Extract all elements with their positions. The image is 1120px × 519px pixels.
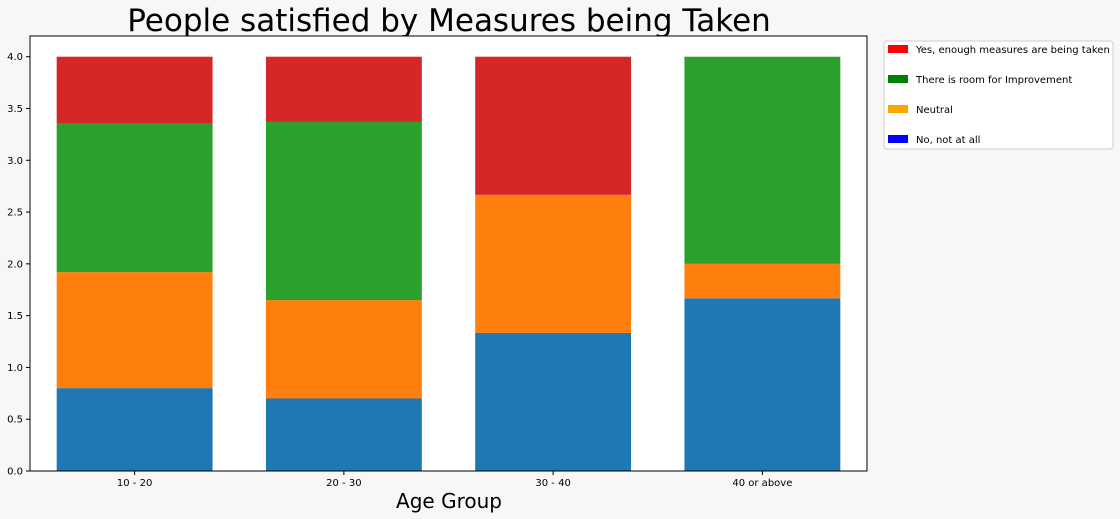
bar-segment-2-1 xyxy=(56,272,213,389)
legend-label: Yes, enough measures are being taken xyxy=(915,45,1110,56)
x-axis-label: Age Group xyxy=(396,489,502,513)
x-tick-label: 40 or above xyxy=(732,478,792,489)
y-tick-label: 3.0 xyxy=(7,156,23,167)
legend-swatch xyxy=(888,105,908,113)
legend-box xyxy=(883,40,1114,150)
x-tick-label: 20 - 30 xyxy=(326,478,361,489)
legend-label: There is room for Improvement xyxy=(915,75,1072,86)
legend-label: Neutral xyxy=(916,105,953,116)
x-tick-label: 30 - 40 xyxy=(535,478,570,489)
plot-frame xyxy=(29,35,868,472)
legend-swatch xyxy=(888,135,908,143)
bar-segment-2-4 xyxy=(684,263,841,299)
y-tick-label: 2.5 xyxy=(7,208,23,219)
y-tick-label: 4.0 xyxy=(7,52,23,63)
y-tick-label: 3.5 xyxy=(7,104,23,115)
bar-segment-3-4 xyxy=(684,56,841,264)
y-tick-label: 1.5 xyxy=(7,311,23,322)
chart-title: People satisfied by Measures being Taken xyxy=(127,3,771,39)
y-tick-label: 0.5 xyxy=(7,415,23,426)
legend-swatch xyxy=(888,75,908,83)
bar-segment-2-3 xyxy=(475,194,632,333)
x-tick-label: 10 - 20 xyxy=(117,478,152,489)
y-tick-label: 1.0 xyxy=(7,363,23,374)
bar-segment-2-2 xyxy=(265,300,422,399)
bar-segment-1-3 xyxy=(475,332,632,471)
legend-swatch xyxy=(888,45,908,53)
bar-segment-4-2 xyxy=(265,56,422,122)
legend: Yes, enough measures are being taken Ther… xyxy=(883,40,1114,150)
bar-segment-4-3 xyxy=(475,56,632,195)
legend-label: No, not at all xyxy=(916,135,980,146)
y-tick-label: 0.0 xyxy=(7,467,23,478)
y-tick-label: 2.0 xyxy=(7,259,23,270)
bar-segment-1-4 xyxy=(684,298,841,471)
y-axis: 0.0 0.5 1.0 1.5 2.0 2.5 3.0 3.5 4.0 xyxy=(7,52,30,478)
bar-segment-1-1 xyxy=(56,388,213,471)
bar-segment-3-2 xyxy=(265,121,422,301)
x-axis: 10 - 20 20 - 30 30 - 40 40 or above xyxy=(117,471,792,489)
bar-segment-3-1 xyxy=(56,123,213,273)
bar-segment-1-2 xyxy=(265,398,422,471)
legend-items: Yes, enough measures are being taken Ther… xyxy=(888,45,1110,146)
bar-segment-4-1 xyxy=(56,56,213,123)
bars-layer xyxy=(56,56,841,471)
